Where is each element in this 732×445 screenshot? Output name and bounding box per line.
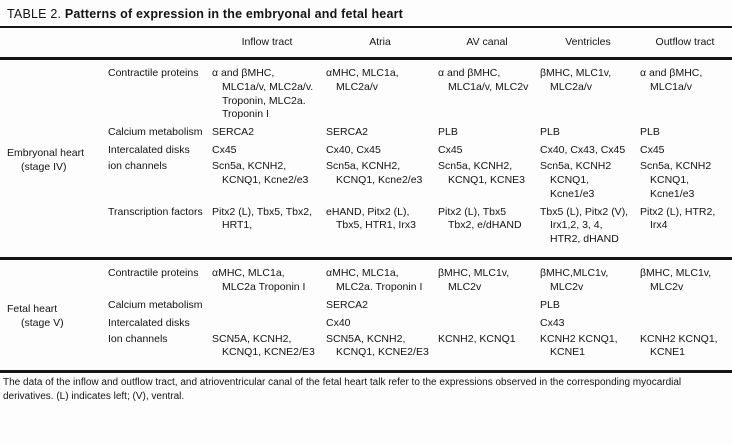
table-cell: SERCA2	[326, 298, 369, 311]
table-cell: Tbx5 (L), Pitx2 (V), Irx1,2, 3, 4, HTR2,…	[540, 205, 629, 246]
column-header-atria: Atria	[324, 28, 436, 60]
table-cell: SCN5A, KCNH2, KCNQ1, KCNE2/E3	[212, 332, 315, 359]
table-cell: Scn5a, KCNH2 KCNQ1, Kcne1/e3	[540, 160, 612, 200]
table-row: Fetal heart (stage V) Contractile protei…	[0, 257, 732, 371]
table-cell	[210, 316, 324, 332]
table-cell: βMHC, MLC1v, MLC2v	[436, 257, 538, 298]
table-number: TABLE 2.	[7, 7, 62, 21]
table-caption: Patterns of expression in the embryonal …	[64, 7, 404, 21]
table-cell: PLB	[540, 298, 560, 311]
table-cell: Cx40	[326, 316, 351, 329]
table-cell: α and βMHC, MLC1a/v, MLC2a/v. Troponin, …	[212, 66, 314, 121]
row-category: Contractile proteins	[106, 257, 210, 298]
group-name: Fetal heart	[7, 303, 58, 316]
table-cell: KCNH2 KCNQ1, KCNE1	[540, 332, 618, 359]
table-cell: KCNH2 KCNQ1, KCNE1	[640, 332, 718, 359]
table-cell	[638, 316, 732, 332]
table-cell: Pitx2 (L), Tbx5, Tbx2, HRT1,	[212, 205, 312, 232]
row-category: Calcium metabolism	[108, 298, 203, 311]
table-cell	[436, 316, 538, 332]
table-title: TABLE 2. Patterns of expression in the e…	[0, 0, 732, 28]
table-cell: Cx43	[540, 316, 565, 329]
table-cell: αMHC, MLC1a, MLC2a Troponin I	[210, 257, 324, 298]
row-category: Calcium metabolism	[108, 126, 203, 139]
table-cell: Cx45	[640, 144, 665, 157]
row-group-label-fetal: Fetal heart (stage V)	[0, 257, 106, 371]
table-footnote: The data of the inflow and outflow tract…	[0, 370, 732, 406]
group-stage: (stage V)	[21, 317, 64, 330]
table-cell: Scn5a, KCNH2, KCNQ1, KCNE3	[438, 160, 526, 186]
table-row: Embryonal heart (stage IV) Contractile p…	[0, 58, 732, 173]
row-category: Ion channels	[108, 332, 168, 345]
table-cell	[210, 298, 324, 316]
table-cell: βMHC,MLC1v, MLC2v	[538, 257, 638, 298]
column-header-av-canal: AV canal	[436, 28, 538, 60]
group-name: Embryonal heart	[7, 146, 85, 159]
table-cell: βMHC, MLC1v, MLC2v	[638, 257, 732, 298]
row-category: Contractile proteins	[108, 66, 199, 79]
table-row: Calcium metabolism SERCA2 SERCA2 PLB PLB…	[0, 125, 732, 143]
table-row: Intercalated disks Cx45 Cx40, Cx45 Cx45 …	[0, 143, 732, 159]
table-row: Ion channels SCN5A, KCNH2, KCNQ1, KCNE2/…	[0, 332, 732, 371]
table-cell: βMHC, MLC1v, MLC2a/v	[540, 66, 612, 93]
table-cell: Scn5a, KCNH2 KCNQ1, Kcne1/e3	[640, 160, 712, 200]
table-cell: αMHC, MLC1a, MLC2a. Troponin I	[324, 257, 436, 298]
row-category: Intercalated disks	[108, 144, 190, 157]
table-cell: PLB	[640, 126, 660, 139]
table-cell: Scn5a, KCNH2, KCNQ1, Kcne2/e3	[212, 160, 309, 186]
table-cell: PLB	[540, 126, 560, 139]
table-cell: Cx40, Cx45	[326, 144, 381, 157]
column-header-empty	[0, 28, 106, 60]
table-cell: SCN5A, KCNH2, KCNQ1, KCNE2/E3	[326, 332, 429, 359]
row-category: Transcription factors	[108, 205, 203, 218]
row-group-label-embryonal: Embryonal heart (stage IV)	[0, 58, 106, 258]
table-cell: SERCA2	[326, 126, 369, 139]
table-cell: Cx45	[212, 144, 237, 157]
table-cell	[638, 298, 732, 316]
table-row: ion channels Scn5a, KCNH2, KCNQ1, Kcne2/…	[0, 159, 732, 205]
expression-table: Inflow tract Atria AV canal Ventricles O…	[0, 28, 732, 371]
table-cell: PLB	[438, 126, 458, 139]
row-category: ion channels	[108, 160, 167, 173]
column-header-inflow: Inflow tract	[210, 28, 324, 60]
table-cell: αMHC, MLC1a, MLC2a/v	[326, 66, 399, 93]
table-cell: Cx45	[438, 144, 463, 157]
table-cell: SERCA2	[212, 126, 255, 139]
group-stage: (stage IV)	[21, 160, 67, 173]
table-cell: KCNH2, KCNQ1	[438, 332, 516, 345]
header-row: Inflow tract Atria AV canal Ventricles O…	[0, 28, 732, 60]
table-cell: α and βMHC, MLC1a/v	[640, 66, 703, 93]
table-cell: Pitx2 (L), HTR2, Irx4	[640, 205, 716, 232]
table-row: Intercalated disks Cx40 Cx43	[0, 316, 732, 332]
table-cell: Cx40, Cx43, Cx45	[540, 144, 626, 157]
column-header-empty	[106, 28, 210, 60]
table-cell: Scn5a, KCNH2, KCNQ1, Kcne2/e3	[326, 160, 423, 186]
table-row: Transcription factors Pitx2 (L), Tbx5, T…	[0, 205, 732, 259]
table-cell: Pitx2 (L), Tbx5 Tbx2, e/dHAND	[438, 205, 522, 232]
row-category: Intercalated disks	[108, 316, 190, 329]
table-cell: α and βMHC, MLC1a/v, MLC2v	[438, 66, 529, 93]
column-header-outflow: Outflow tract	[638, 28, 732, 60]
table-cell: eHAND, Pitx2 (L), Tbx5, HTR1, Irx3	[326, 205, 416, 232]
table-cell	[436, 298, 538, 316]
table-row: Calcium metabolism SERCA2 PLB	[0, 298, 732, 316]
column-header-ventricles: Ventricles	[538, 28, 638, 60]
